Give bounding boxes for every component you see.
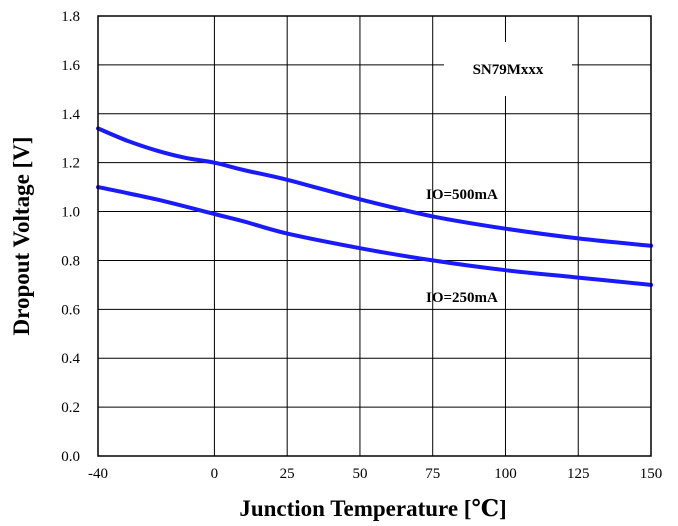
x-tick-label: 150 <box>640 466 663 482</box>
x-axis-title: Junction Temperature [℃] <box>239 496 506 521</box>
y-tick-label: 1.0 <box>61 205 80 221</box>
y-tick-label: 0.4 <box>61 351 80 367</box>
plot-frame <box>97 15 652 457</box>
x-tick-label: -40 <box>88 466 108 482</box>
y-tick-label: 0.2 <box>61 400 80 416</box>
series-labels: IO=500mA IO=250mA <box>426 187 498 306</box>
y-axis-title: Dropout Voltage [V] <box>9 137 34 336</box>
x-tick-label: 125 <box>567 466 590 482</box>
series-label-2: IO=250mA <box>426 290 498 306</box>
y-tick-label: 1.8 <box>61 9 80 25</box>
plot-frame-layer <box>97 15 652 457</box>
series-line-1 <box>96 126 653 248</box>
y-tick-label: 1.2 <box>61 156 80 172</box>
legend-text: SN79Mxxx <box>473 62 544 78</box>
series-layer <box>96 126 653 287</box>
x-tick-label: 75 <box>425 466 440 482</box>
x-tick-label: 50 <box>352 466 367 482</box>
series-label-1: IO=500mA <box>426 187 498 203</box>
x-tick-label: 100 <box>494 466 517 482</box>
x-tick-label: 25 <box>280 466 295 482</box>
series-line-2 <box>96 185 653 287</box>
y-tick-label: 1.6 <box>61 58 80 74</box>
legend-box <box>444 42 572 96</box>
x-tick-label: 0 <box>211 466 219 482</box>
y-tick-label: 0.8 <box>61 253 80 269</box>
y-tick-label: 1.4 <box>61 107 80 123</box>
y-tick-label: 0.6 <box>61 302 80 318</box>
tick-labels: -40 0 25 50 75 100 125 150 0.0 0.2 0.4 0.6 0.8 1.0 1.2… <box>61 9 662 482</box>
y-tick-label: 0.0 <box>61 449 80 465</box>
